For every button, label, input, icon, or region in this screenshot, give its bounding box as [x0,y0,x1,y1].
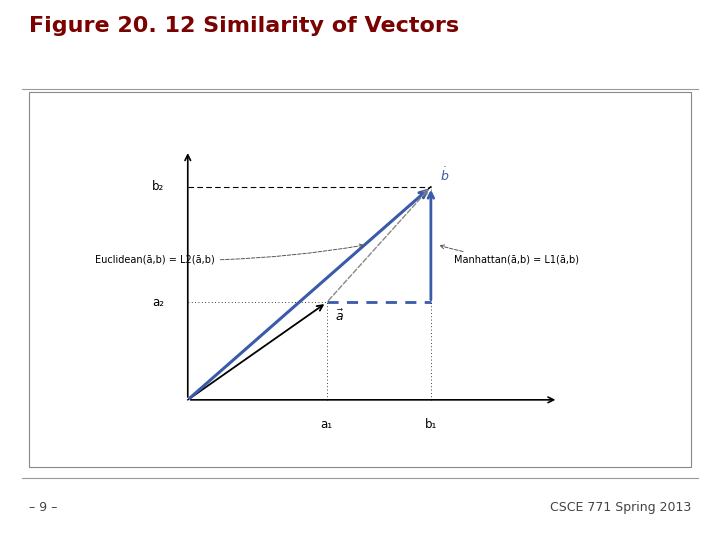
Text: $\dot{b}$: $\dot{b}$ [439,166,449,184]
Text: $\vec{a}$: $\vec{a}$ [336,308,345,324]
Text: Euclidean(ā,b) = L2(ā,b): Euclidean(ā,b) = L2(ā,b) [95,244,364,265]
Text: a₂: a₂ [153,296,165,309]
Text: CSCE 771 Spring 2013: CSCE 771 Spring 2013 [550,501,691,514]
Text: b₁: b₁ [425,418,437,431]
Text: Figure 20. 12 Similarity of Vectors: Figure 20. 12 Similarity of Vectors [29,16,459,36]
Text: – 9 –: – 9 – [29,501,57,514]
Text: Manhattan(ā,b) = L1(ā,b): Manhattan(ā,b) = L1(ā,b) [441,245,579,265]
Text: a₁: a₁ [320,418,333,431]
Text: b₂: b₂ [153,180,165,193]
